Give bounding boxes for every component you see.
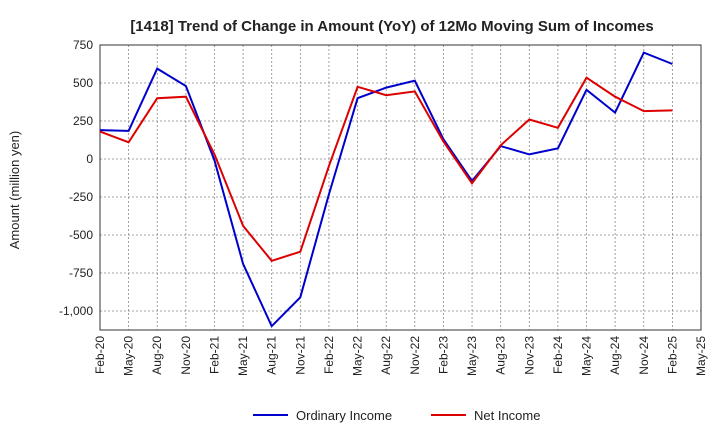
series-line-ordinary-income bbox=[99, 51, 673, 328]
x-tick-label: May-24 bbox=[580, 336, 594, 376]
x-tick-label: Feb-21 bbox=[207, 336, 221, 374]
x-tick-label: Aug-23 bbox=[494, 336, 508, 375]
x-tick-label: Aug-24 bbox=[608, 336, 622, 375]
x-tick-label: Nov-23 bbox=[522, 336, 536, 375]
y-tick-label: -250 bbox=[69, 190, 93, 204]
x-tick-label: Aug-21 bbox=[265, 336, 279, 375]
x-tick-label: Feb-23 bbox=[436, 336, 450, 374]
x-tick-label: Aug-22 bbox=[379, 336, 393, 375]
x-tick-label: May-22 bbox=[351, 336, 365, 376]
x-tick-label: Nov-24 bbox=[637, 336, 651, 375]
x-tick-label: Feb-20 bbox=[93, 336, 107, 374]
x-tick-label: Feb-22 bbox=[322, 336, 336, 374]
y-tick-label: 250 bbox=[73, 114, 93, 128]
x-tick-label: May-21 bbox=[236, 336, 250, 376]
x-tick-label: Nov-20 bbox=[179, 336, 193, 375]
legend: Ordinary Income Net Income bbox=[253, 408, 540, 423]
y-axis-label: Amount (million yen) bbox=[7, 131, 22, 250]
x-tick-label: Feb-24 bbox=[551, 336, 565, 374]
y-tick-label: -500 bbox=[69, 228, 93, 242]
y-tick-label: 0 bbox=[86, 152, 93, 166]
y-tick-label: 500 bbox=[73, 76, 93, 90]
y-tick-label: -1,000 bbox=[59, 304, 93, 318]
x-tick-label: Nov-22 bbox=[408, 336, 422, 375]
chart-title: [1418] Trend of Change in Amount (YoY) o… bbox=[130, 18, 653, 35]
x-tick-label: Feb-25 bbox=[665, 336, 679, 374]
plot-frame bbox=[99, 44, 702, 331]
series-line-net-income bbox=[99, 76, 673, 262]
axes: 750 500 250 0 -250 -500 -750 -1,000 Feb-20 May-20… bbox=[59, 38, 708, 376]
series-lines bbox=[99, 51, 673, 328]
x-tick-label: May-25 bbox=[694, 336, 708, 376]
x-tick-label: Nov-21 bbox=[293, 336, 307, 375]
legend-label-ordinary-income: Ordinary Income bbox=[296, 408, 392, 423]
x-tick-label: May-20 bbox=[122, 336, 136, 376]
y-tick-label: -750 bbox=[69, 266, 93, 280]
x-tick-label: May-23 bbox=[465, 336, 479, 376]
grid-lines bbox=[100, 44, 701, 330]
x-tick-label: Aug-20 bbox=[150, 336, 164, 375]
y-tick-label: 750 bbox=[73, 38, 93, 52]
legend-label-net-income: Net Income bbox=[474, 408, 540, 423]
